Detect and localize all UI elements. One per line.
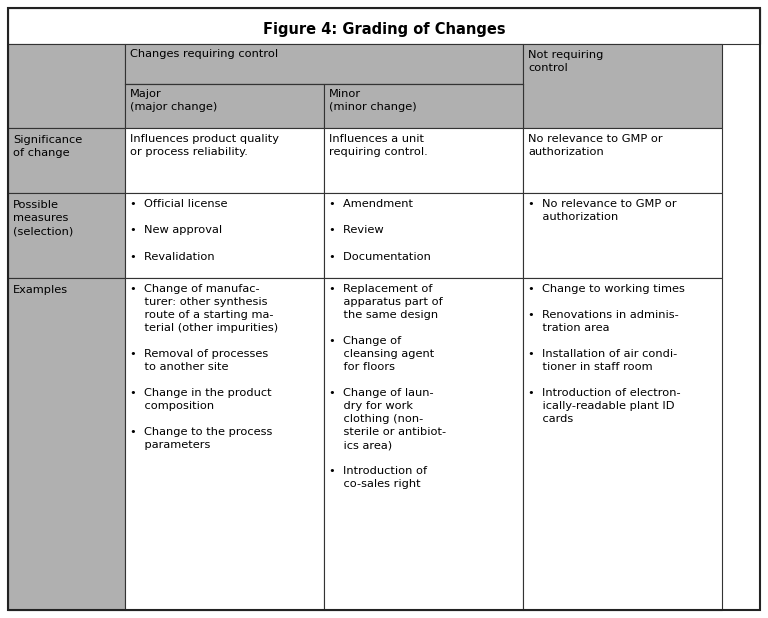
Text: •  Replacement of
    apparatus part of
    the same design

•  Change of
    cl: • Replacement of apparatus part of the s… (329, 284, 446, 489)
Bar (523, 277, 723, 610)
Text: •  Official license

•  New approval

•  Revalidation: • Official license • New approval • Reva… (130, 200, 227, 261)
Text: No relevance to GMP or
authorization: No relevance to GMP or authorization (528, 134, 663, 158)
Bar (124, 277, 324, 610)
Text: Minor
(minor change): Minor (minor change) (329, 89, 416, 112)
Bar (523, 44, 723, 129)
Bar (324, 277, 523, 610)
Bar (8, 277, 124, 610)
Text: •  Amendment

•  Review

•  Documentation: • Amendment • Review • Documentation (329, 200, 431, 261)
Bar (8, 193, 124, 277)
Bar (324, 193, 523, 277)
Bar (8, 8, 760, 44)
Bar (324, 84, 523, 129)
Bar (324, 129, 523, 193)
Text: •  Change of manufac-
    turer: other synthesis
    route of a starting ma-
   : • Change of manufac- turer: other synthe… (130, 284, 278, 450)
Text: Examples: Examples (13, 285, 68, 295)
Text: Figure 4: Grading of Changes: Figure 4: Grading of Changes (263, 22, 505, 37)
Text: Not requiring
control: Not requiring control (528, 50, 604, 73)
Text: Significance
of change: Significance of change (13, 135, 82, 158)
Text: Influences product quality
or process reliability.: Influences product quality or process re… (130, 134, 279, 158)
Text: Possible
measures
(selection): Possible measures (selection) (13, 200, 73, 236)
Bar (124, 44, 523, 84)
Bar (523, 193, 723, 277)
Bar (124, 84, 324, 129)
Text: •  Change to working times

•  Renovations in adminis-
    tration area

•  Inst: • Change to working times • Renovations … (528, 284, 685, 424)
Text: •  No relevance to GMP or
    authorization: • No relevance to GMP or authorization (528, 200, 677, 222)
Bar (124, 193, 324, 277)
Text: Major
(major change): Major (major change) (130, 89, 217, 112)
Bar (523, 129, 723, 193)
Bar (124, 129, 324, 193)
Bar (8, 129, 124, 193)
Text: Changes requiring control: Changes requiring control (130, 49, 278, 59)
Text: Influences a unit
requiring control.: Influences a unit requiring control. (329, 134, 428, 158)
Bar (8, 44, 124, 129)
